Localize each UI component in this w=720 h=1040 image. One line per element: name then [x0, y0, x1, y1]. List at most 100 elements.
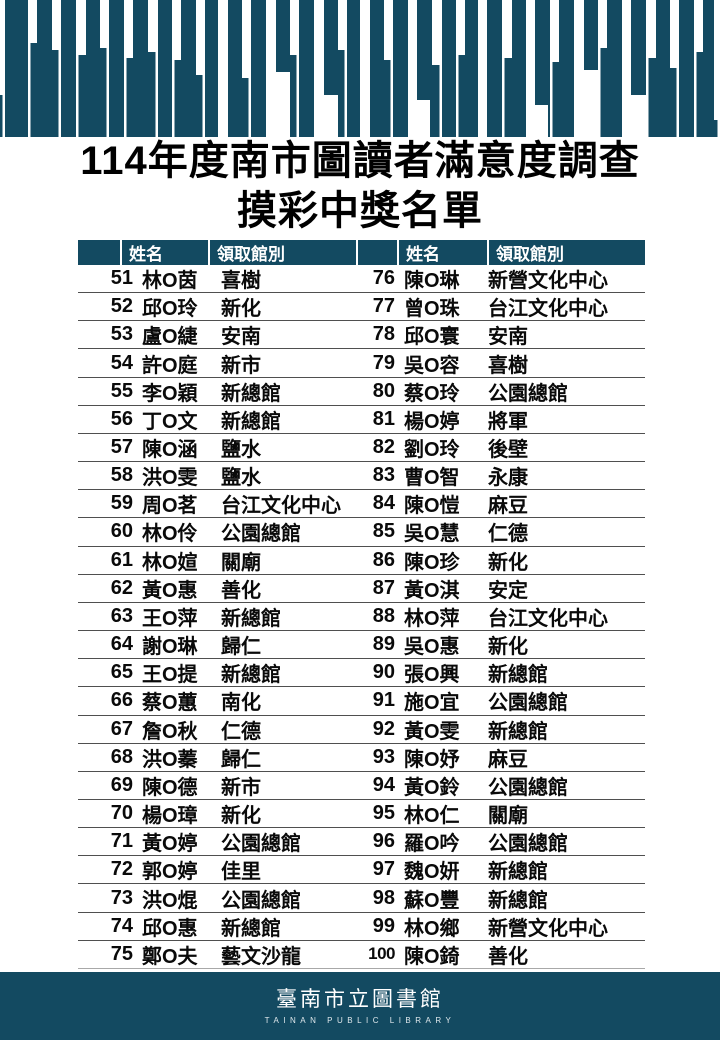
row-name: 鄭O夫 — [142, 945, 198, 968]
table-row: 92 黃O雯 新總館 — [356, 716, 645, 744]
row-name: 洪O雯 — [142, 467, 198, 490]
table-row: 77 曾O珠 台江文化中心 — [356, 293, 645, 322]
table-row: 84 陳O愷 麻豆 — [356, 490, 645, 519]
row-number: 79 — [372, 351, 395, 374]
table-row: 75 鄭O夫 藝文沙龍 — [78, 941, 356, 969]
row-number: 93 — [372, 745, 395, 768]
row-name: 陳O德 — [142, 776, 198, 799]
row-branch: 新總館 — [488, 889, 548, 912]
row-branch: 公園總館 — [488, 382, 568, 405]
row-number: 100 — [368, 944, 395, 964]
row-number: 77 — [372, 295, 395, 318]
row-branch: 藝文沙龍 — [221, 945, 301, 968]
table-row: 85 吳O慧 仁德 — [356, 518, 645, 547]
row-branch: 永康 — [488, 467, 528, 490]
row-branch: 新市 — [221, 776, 261, 799]
table-row: 93 陳O妤 麻豆 — [356, 744, 645, 772]
header-name-right: 姓名 — [397, 240, 487, 265]
table-row: 95 林O仁 關廟 — [356, 800, 645, 829]
row-branch: 公園總館 — [488, 776, 568, 799]
header-branch-right: 領取館別 — [487, 240, 645, 265]
row-name: 林O仁 — [404, 805, 460, 828]
row-branch: 新總館 — [488, 861, 548, 884]
row-name: 李O穎 — [142, 382, 198, 405]
table-row: 82 劉O玲 後壁 — [356, 434, 645, 463]
table-row: 79 吳O容 喜樹 — [356, 349, 645, 378]
row-branch: 新總館 — [221, 917, 281, 940]
row-name: 楊O婷 — [404, 410, 460, 433]
row-branch: 南化 — [221, 692, 261, 715]
row-number: 83 — [372, 464, 395, 487]
row-number: 90 — [372, 661, 395, 684]
row-name: 王O萍 — [142, 607, 198, 630]
table-row: 80 蔡O玲 公園總館 — [356, 378, 645, 406]
table-row: 54 許O庭 新市 — [78, 349, 356, 378]
row-branch: 台江文化中心 — [488, 607, 608, 630]
row-branch: 關廟 — [221, 551, 261, 574]
row-branch: 喜樹 — [221, 270, 261, 293]
row-number: 95 — [372, 802, 395, 825]
table-row: 76 陳O琳 新營文化中心 — [356, 265, 645, 294]
row-branch: 公園總館 — [221, 523, 301, 546]
row-number: 57 — [110, 436, 133, 459]
row-branch: 鹽水 — [221, 439, 261, 462]
row-number: 94 — [372, 773, 395, 796]
table-row: 98 蘇O豐 新總館 — [356, 884, 645, 913]
row-number: 71 — [110, 830, 133, 853]
row-name: 黃O鈴 — [404, 776, 460, 799]
table-row: 71 黃O婷 公園總館 — [78, 828, 356, 857]
row-name: 曾O珠 — [404, 298, 460, 321]
table-row: 73 洪O焜 公園總館 — [78, 884, 356, 913]
row-name: 陳O愷 — [404, 495, 460, 518]
table-row: 74 邱O惠 新總館 — [78, 913, 356, 941]
row-branch: 關廟 — [488, 805, 528, 828]
table-row: 69 陳O德 新市 — [78, 772, 356, 800]
row-name: 陳O珍 — [404, 551, 460, 574]
row-name: 丁O文 — [142, 410, 198, 433]
table-row: 70 楊O璋 新化 — [78, 800, 356, 829]
row-name: 陳O琳 — [404, 270, 460, 293]
table-row: 90 張O興 新總館 — [356, 659, 645, 688]
row-number: 52 — [110, 295, 133, 318]
row-name: 黃O婷 — [142, 833, 198, 856]
page-title-line1: 114年度南市圖讀者滿意度調查 — [80, 139, 640, 183]
row-number: 89 — [372, 633, 395, 656]
row-branch: 新總館 — [221, 664, 281, 687]
table-row: 96 羅O吟 公園總館 — [356, 828, 645, 857]
row-branch: 新營文化中心 — [488, 917, 608, 940]
row-number: 62 — [110, 576, 133, 599]
table-row: 81 楊O婷 將軍 — [356, 406, 645, 434]
row-name: 邱O惠 — [142, 917, 198, 940]
row-number: 98 — [372, 886, 395, 909]
row-number: 73 — [110, 886, 133, 909]
row-branch: 安定 — [488, 579, 528, 602]
row-branch: 新化 — [221, 805, 261, 828]
table-row: 58 洪O雯 鹽水 — [78, 462, 356, 491]
row-branch: 歸仁 — [221, 748, 261, 771]
row-number: 53 — [110, 323, 133, 346]
row-branch: 仁德 — [221, 720, 261, 743]
row-number: 97 — [372, 858, 395, 881]
row-branch: 新化 — [488, 636, 528, 659]
table-row: 97 魏O妍 新總館 — [356, 856, 645, 885]
row-branch: 台江文化中心 — [488, 298, 608, 321]
row-branch: 將軍 — [488, 410, 528, 433]
row-branch: 新市 — [221, 354, 261, 377]
row-branch: 仁德 — [488, 523, 528, 546]
table-row: 72 郭O婷 佳里 — [78, 856, 356, 885]
page-title: 114年度南市圖讀者滿意度調查 摸彩中獎名單 — [0, 136, 720, 236]
table-row: 53 盧O緁 安南 — [78, 321, 356, 350]
table-row: 57 陳O涵 鹽水 — [78, 434, 356, 463]
row-number: 55 — [110, 379, 133, 402]
row-name: 盧O緁 — [142, 326, 198, 349]
row-number: 60 — [110, 520, 133, 543]
row-name: 黃O淇 — [404, 579, 460, 602]
row-name: 劉O玲 — [404, 439, 460, 462]
table-row: 88 林O萍 台江文化中心 — [356, 603, 645, 632]
table-row: 67 詹O秋 仁德 — [78, 716, 356, 744]
row-number: 51 — [110, 267, 133, 290]
row-name: 羅O吟 — [404, 833, 460, 856]
library-logo-en: TAINAN PUBLIC LIBRARY — [264, 1015, 456, 1025]
row-name: 邱O玲 — [142, 298, 198, 321]
